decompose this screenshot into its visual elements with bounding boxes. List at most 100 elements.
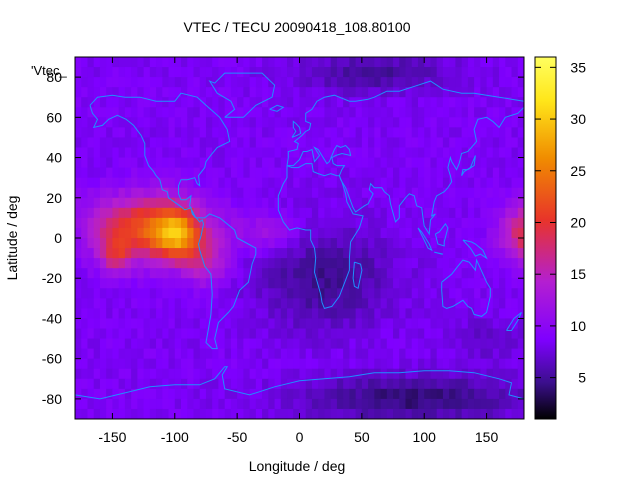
heatmap-cell xyxy=(336,348,344,360)
heatmap-cell xyxy=(118,268,126,279)
heatmap-cell xyxy=(274,97,282,108)
heatmap-cell xyxy=(87,207,95,219)
heatmap-cell xyxy=(293,57,301,68)
heatmap-cell xyxy=(131,97,138,108)
heatmap-cell xyxy=(230,57,238,68)
heatmap-cell xyxy=(230,177,238,189)
heatmap-cell xyxy=(380,187,388,199)
heatmap-cell xyxy=(517,398,524,410)
x-tick-label: 0 xyxy=(296,429,304,445)
heatmap-cell xyxy=(237,338,244,350)
heatmap-cell xyxy=(405,328,413,340)
heatmap-cell xyxy=(106,117,114,128)
heatmap-cell xyxy=(311,187,319,199)
heatmap-cell xyxy=(93,187,101,199)
heatmap-cell xyxy=(162,278,170,289)
coastline-path xyxy=(506,312,522,331)
heatmap-cell xyxy=(305,408,313,419)
heatmap-cell xyxy=(299,77,307,88)
heatmap-cell xyxy=(287,328,294,340)
heatmap-cell xyxy=(212,137,220,149)
heatmap-cell xyxy=(361,217,369,229)
heatmap-cell xyxy=(131,197,138,209)
heatmap-cell xyxy=(393,238,400,249)
heatmap-cell xyxy=(455,308,463,320)
heatmap-cell xyxy=(386,207,394,219)
heatmap-cell xyxy=(492,87,500,98)
heatmap-cell xyxy=(75,87,82,98)
heatmap-cell xyxy=(517,258,524,269)
heatmap-cell xyxy=(99,167,107,179)
heatmap-cell xyxy=(411,388,419,400)
heatmap-cell xyxy=(156,378,163,390)
heatmap-cell xyxy=(305,87,313,98)
heatmap-cell xyxy=(393,338,400,350)
heatmap-cell xyxy=(224,238,232,249)
heatmap-cell xyxy=(243,328,251,340)
heatmap-cell xyxy=(499,107,506,118)
heatmap-cell xyxy=(417,67,425,78)
heatmap-cell xyxy=(143,227,151,239)
heatmap-cell xyxy=(287,77,294,88)
heatmap-cell xyxy=(249,67,257,78)
heatmap-cell xyxy=(411,187,419,199)
heatmap-cell xyxy=(330,217,338,229)
coastline-path xyxy=(352,261,363,290)
heatmap-cell xyxy=(336,328,344,340)
heatmap-cell xyxy=(124,87,132,98)
heatmap-cell xyxy=(461,348,469,360)
heatmap-cell xyxy=(243,288,251,299)
heatmap-cell xyxy=(224,248,232,259)
heatmap-cell xyxy=(517,408,524,419)
heatmap-cell xyxy=(480,227,488,239)
heatmap-cell xyxy=(461,217,469,229)
heatmap-cell xyxy=(274,368,282,380)
heatmap-cell xyxy=(99,378,107,390)
heatmap-cell xyxy=(380,127,388,139)
heatmap-cell xyxy=(449,87,457,98)
heatmap-cell xyxy=(124,308,132,320)
heatmap-cell xyxy=(237,57,244,68)
heatmap-cell xyxy=(81,258,89,269)
heatmap-cell xyxy=(492,388,500,400)
heatmap-cell xyxy=(505,248,513,259)
heatmap-cell xyxy=(81,328,89,340)
heatmap-cell xyxy=(243,338,251,350)
heatmap-cell xyxy=(399,87,407,98)
heatmap-cell xyxy=(99,207,107,219)
heatmap-cell xyxy=(411,378,419,390)
heatmap-cell xyxy=(517,167,524,179)
heatmap-cell xyxy=(368,238,375,249)
heatmap-cell xyxy=(212,398,220,410)
heatmap-cell xyxy=(511,157,519,169)
heatmap-cell xyxy=(449,167,457,179)
heatmap-cell xyxy=(149,157,157,169)
heatmap-cell xyxy=(280,278,288,289)
heatmap-cell xyxy=(181,298,188,309)
heatmap-cell xyxy=(461,157,469,169)
heatmap-cell xyxy=(405,378,413,390)
heatmap-cell xyxy=(305,147,313,159)
heatmap-cell xyxy=(461,268,469,279)
heatmap-cell xyxy=(424,388,432,400)
heatmap-cell xyxy=(336,157,344,169)
heatmap-cell xyxy=(205,388,213,400)
heatmap-cell xyxy=(411,338,419,350)
heatmap-cell xyxy=(461,248,469,259)
heatmap-cell xyxy=(230,378,238,390)
heatmap-cell xyxy=(255,238,263,249)
heatmap-cell xyxy=(318,348,326,360)
heatmap-cell xyxy=(268,358,276,370)
heatmap-cell xyxy=(293,187,301,199)
heatmap-cell xyxy=(436,147,444,159)
heatmap-cell xyxy=(449,107,457,118)
heatmap-cell xyxy=(467,187,475,199)
heatmap-cell xyxy=(93,107,101,118)
heatmap-cell xyxy=(305,217,313,229)
heatmap-cell xyxy=(99,97,107,108)
heatmap-cell xyxy=(405,338,413,350)
heatmap-cell xyxy=(467,308,475,320)
heatmap-cell xyxy=(99,227,107,239)
heatmap-cell xyxy=(343,117,350,128)
heatmap-cell xyxy=(137,408,145,419)
